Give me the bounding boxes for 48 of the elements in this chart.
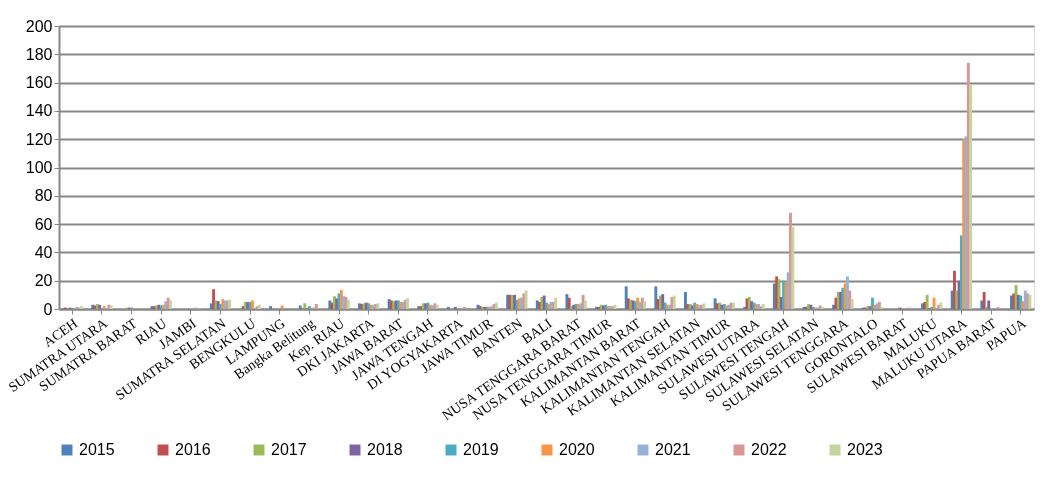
bar	[791, 226, 795, 309]
legend-label: 2017	[271, 441, 307, 458]
bar	[850, 299, 854, 309]
bar	[303, 303, 307, 309]
bar	[743, 306, 747, 309]
bar	[446, 306, 450, 309]
y-tick-label: 100	[25, 159, 53, 176]
y-tick-label: 120	[25, 130, 53, 148]
bar	[880, 306, 884, 309]
legend-label: 2015	[79, 441, 115, 458]
legend-label: 2021	[655, 441, 691, 458]
y-tick-label: 20	[34, 272, 53, 290]
bar	[453, 306, 457, 309]
bar	[583, 300, 587, 309]
bar	[848, 290, 852, 309]
bar	[955, 290, 959, 309]
y-tick-label: 160	[25, 74, 53, 92]
legend-label: 2019	[463, 441, 499, 458]
bar	[987, 300, 991, 309]
y-tick-label: 140	[25, 102, 53, 120]
y-tick-label: 80	[34, 187, 53, 205]
bar	[841, 287, 845, 309]
bar	[932, 297, 936, 309]
bar	[636, 297, 640, 309]
bar	[982, 292, 986, 309]
bar	[684, 292, 687, 309]
bar	[280, 305, 284, 309]
bar	[834, 297, 838, 309]
y-tick-label: 200	[25, 17, 53, 35]
legend-label: 2022	[751, 441, 787, 458]
bar	[269, 306, 273, 309]
bar	[925, 294, 929, 309]
bar	[980, 300, 984, 309]
bar	[969, 84, 973, 309]
bar	[554, 297, 558, 309]
legend-label: 2023	[847, 441, 883, 458]
y-tick-label: 40	[34, 243, 53, 261]
y-tick-label: 60	[34, 215, 53, 233]
bar	[463, 306, 466, 309]
bar	[212, 289, 216, 309]
bar	[996, 306, 1000, 309]
bar	[654, 286, 658, 309]
legend-label: 2020	[559, 441, 595, 458]
legend-label: 2018	[367, 441, 403, 458]
y-tick-label: 180	[25, 45, 53, 63]
y-tick-label: 0	[43, 300, 53, 318]
bar	[643, 301, 647, 309]
legend-label: 2016	[175, 441, 211, 458]
